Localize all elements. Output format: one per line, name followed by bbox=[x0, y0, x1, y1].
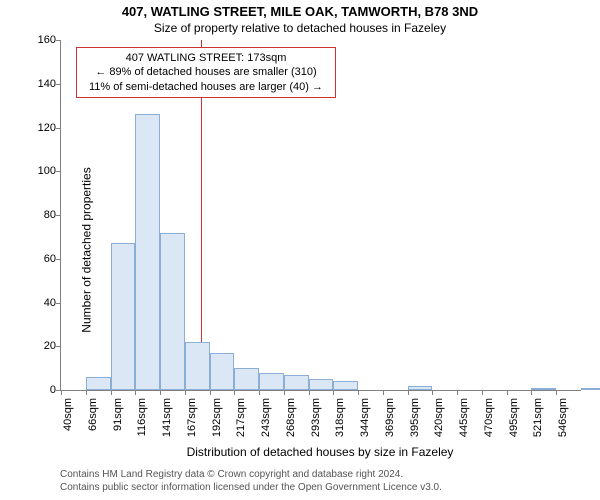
x-tick-mark bbox=[408, 391, 409, 395]
histogram-bar bbox=[234, 368, 259, 390]
x-tick-mark bbox=[309, 391, 310, 395]
x-tick-mark bbox=[507, 391, 508, 395]
x-tick-label: 66sqm bbox=[87, 398, 99, 448]
annotation-line-3: 11% of semi-detached houses are larger (… bbox=[83, 80, 329, 94]
x-tick-label: 495sqm bbox=[508, 398, 520, 448]
x-tick-label: 141sqm bbox=[161, 398, 173, 448]
x-tick-label: 420sqm bbox=[433, 398, 445, 448]
x-tick-mark bbox=[284, 391, 285, 395]
x-tick-label: 521sqm bbox=[532, 398, 544, 448]
x-tick-mark bbox=[86, 391, 87, 395]
x-tick-mark bbox=[160, 391, 161, 395]
histogram-bar bbox=[111, 243, 136, 390]
x-tick-label: 167sqm bbox=[186, 398, 198, 448]
x-tick-mark bbox=[333, 391, 334, 395]
y-tick-label: 160 bbox=[38, 34, 56, 46]
x-tick-label: 470sqm bbox=[483, 398, 495, 448]
x-tick-label: 217sqm bbox=[235, 398, 247, 448]
x-axis-label: Distribution of detached houses by size … bbox=[60, 445, 580, 459]
histogram-bar bbox=[210, 353, 235, 390]
x-tick-mark bbox=[432, 391, 433, 395]
x-tick-mark bbox=[457, 391, 458, 395]
x-tick-mark bbox=[135, 391, 136, 395]
x-tick-label: 293sqm bbox=[310, 398, 322, 448]
x-tick-mark bbox=[210, 391, 211, 395]
x-tick-label: 445sqm bbox=[458, 398, 470, 448]
histogram-bar bbox=[185, 342, 210, 390]
histogram-bar bbox=[160, 233, 185, 391]
x-tick-mark bbox=[383, 391, 384, 395]
chart-title: 407, WATLING STREET, MILE OAK, TAMWORTH,… bbox=[0, 0, 600, 19]
x-tick-mark bbox=[531, 391, 532, 395]
chart-container: 407, WATLING STREET, MILE OAK, TAMWORTH,… bbox=[0, 0, 600, 500]
y-tick-label: 120 bbox=[38, 122, 56, 134]
histogram-bar bbox=[86, 377, 111, 390]
x-tick-label: 268sqm bbox=[285, 398, 297, 448]
x-tick-label: 40sqm bbox=[62, 398, 74, 448]
footer: Contains HM Land Registry data © Crown c… bbox=[60, 468, 442, 494]
y-tick-label: 140 bbox=[38, 78, 56, 90]
x-tick-mark bbox=[111, 391, 112, 395]
x-tick-mark bbox=[259, 391, 260, 395]
x-tick-label: 318sqm bbox=[334, 398, 346, 448]
histogram-bar bbox=[531, 388, 556, 390]
x-tick-label: 344sqm bbox=[359, 398, 371, 448]
x-tick-mark bbox=[358, 391, 359, 395]
x-tick-label: 395sqm bbox=[409, 398, 421, 448]
histogram-bar bbox=[333, 381, 358, 390]
x-tick-mark bbox=[185, 391, 186, 395]
annotation-line-1: 407 WATLING STREET: 173sqm bbox=[83, 51, 329, 65]
x-tick-label: 546sqm bbox=[557, 398, 569, 448]
histogram-bar bbox=[408, 386, 433, 390]
x-tick-mark bbox=[61, 391, 62, 395]
x-tick-label: 116sqm bbox=[136, 398, 148, 448]
x-tick-label: 192sqm bbox=[211, 398, 223, 448]
y-tick-label: 100 bbox=[38, 165, 56, 177]
x-tick-label: 369sqm bbox=[384, 398, 396, 448]
x-tick-label: 91sqm bbox=[112, 398, 124, 448]
histogram-bar bbox=[284, 375, 309, 390]
x-tick-mark bbox=[234, 391, 235, 395]
y-tick-label: 80 bbox=[44, 209, 56, 221]
footer-line-1: Contains HM Land Registry data © Crown c… bbox=[60, 468, 442, 481]
footer-line-2: Contains public sector information licen… bbox=[60, 481, 442, 494]
x-tick-mark bbox=[482, 391, 483, 395]
histogram-bar bbox=[135, 114, 160, 390]
histogram-bar bbox=[581, 388, 600, 390]
histogram-bar bbox=[259, 373, 284, 391]
y-tick-label: 60 bbox=[44, 253, 56, 265]
chart-subtitle: Size of property relative to detached ho… bbox=[0, 19, 600, 35]
y-tick-label: 40 bbox=[44, 297, 56, 309]
annotation-box: 407 WATLING STREET: 173sqm ← 89% of deta… bbox=[76, 47, 336, 98]
x-tick-mark bbox=[556, 391, 557, 395]
y-tick-label: 20 bbox=[44, 340, 56, 352]
annotation-line-2: ← 89% of detached houses are smaller (31… bbox=[83, 65, 329, 79]
histogram-bar bbox=[309, 379, 334, 390]
x-tick-label: 243sqm bbox=[260, 398, 272, 448]
